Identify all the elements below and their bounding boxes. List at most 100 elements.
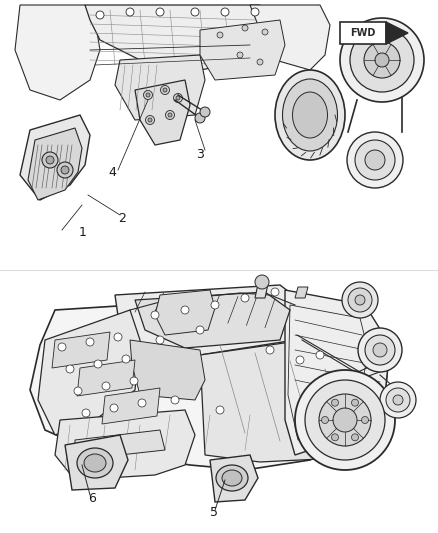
Polygon shape (0, 0, 438, 268)
Polygon shape (102, 388, 160, 424)
Polygon shape (65, 435, 128, 490)
Circle shape (217, 32, 223, 38)
Circle shape (262, 29, 268, 35)
Circle shape (266, 346, 274, 354)
Circle shape (365, 335, 395, 365)
Circle shape (138, 399, 146, 407)
Circle shape (94, 360, 102, 368)
Polygon shape (200, 340, 385, 462)
Ellipse shape (222, 470, 242, 486)
Circle shape (333, 408, 357, 432)
Polygon shape (75, 430, 165, 460)
Circle shape (216, 406, 224, 414)
Circle shape (332, 434, 339, 441)
Circle shape (58, 343, 66, 351)
Circle shape (316, 351, 324, 359)
Circle shape (130, 377, 138, 385)
Circle shape (342, 282, 378, 318)
Circle shape (321, 416, 328, 424)
Polygon shape (155, 290, 215, 335)
Circle shape (386, 388, 410, 412)
Polygon shape (210, 455, 258, 502)
Text: FWD: FWD (350, 28, 376, 38)
Circle shape (361, 416, 368, 424)
Ellipse shape (293, 92, 328, 138)
Polygon shape (255, 284, 268, 298)
Polygon shape (85, 5, 265, 70)
Circle shape (160, 85, 170, 94)
Circle shape (332, 399, 339, 406)
Polygon shape (30, 295, 390, 470)
Circle shape (296, 356, 304, 364)
Circle shape (211, 301, 219, 309)
Text: 4: 4 (108, 166, 116, 180)
Circle shape (126, 8, 134, 16)
Circle shape (82, 409, 90, 417)
Text: 6: 6 (88, 491, 96, 505)
Polygon shape (340, 22, 386, 44)
Circle shape (241, 294, 249, 302)
Circle shape (61, 166, 69, 174)
Polygon shape (115, 285, 310, 355)
Circle shape (355, 295, 365, 305)
Circle shape (122, 355, 130, 363)
Circle shape (114, 333, 122, 341)
Circle shape (347, 132, 403, 188)
Circle shape (191, 8, 199, 16)
Polygon shape (28, 128, 82, 200)
Ellipse shape (283, 79, 338, 151)
Circle shape (176, 96, 180, 100)
Circle shape (319, 394, 371, 446)
Circle shape (340, 18, 424, 102)
Text: 3: 3 (196, 149, 204, 161)
Circle shape (195, 113, 205, 123)
Circle shape (271, 288, 279, 296)
Circle shape (96, 11, 104, 19)
Circle shape (221, 8, 229, 16)
Circle shape (373, 343, 387, 357)
Circle shape (251, 8, 259, 16)
Circle shape (146, 93, 150, 97)
Circle shape (242, 25, 248, 31)
Circle shape (352, 434, 358, 441)
Ellipse shape (275, 70, 345, 160)
Circle shape (305, 380, 385, 460)
Polygon shape (135, 292, 290, 348)
Circle shape (200, 107, 210, 117)
Circle shape (364, 42, 400, 78)
Circle shape (145, 116, 155, 125)
Polygon shape (250, 5, 330, 70)
Circle shape (168, 113, 172, 117)
Polygon shape (55, 410, 195, 480)
Circle shape (148, 118, 152, 122)
Text: 2: 2 (118, 212, 126, 224)
Polygon shape (77, 360, 135, 396)
Circle shape (66, 365, 74, 373)
Polygon shape (115, 55, 205, 120)
Polygon shape (20, 115, 90, 200)
Polygon shape (200, 20, 285, 80)
Polygon shape (15, 5, 100, 100)
Circle shape (196, 326, 204, 334)
Polygon shape (295, 287, 308, 298)
Circle shape (166, 110, 174, 119)
Circle shape (171, 396, 179, 404)
Polygon shape (285, 290, 390, 455)
Circle shape (86, 338, 94, 346)
Polygon shape (130, 340, 205, 400)
Circle shape (156, 336, 164, 344)
Polygon shape (386, 22, 408, 44)
Polygon shape (52, 332, 110, 368)
Circle shape (257, 59, 263, 65)
Circle shape (393, 395, 403, 405)
Ellipse shape (84, 454, 106, 472)
Polygon shape (135, 80, 190, 145)
Circle shape (348, 288, 372, 312)
Circle shape (352, 399, 358, 406)
Ellipse shape (77, 448, 113, 478)
Circle shape (181, 306, 189, 314)
Text: 5: 5 (210, 506, 218, 520)
Circle shape (74, 387, 82, 395)
Circle shape (358, 328, 402, 372)
Ellipse shape (216, 465, 248, 491)
